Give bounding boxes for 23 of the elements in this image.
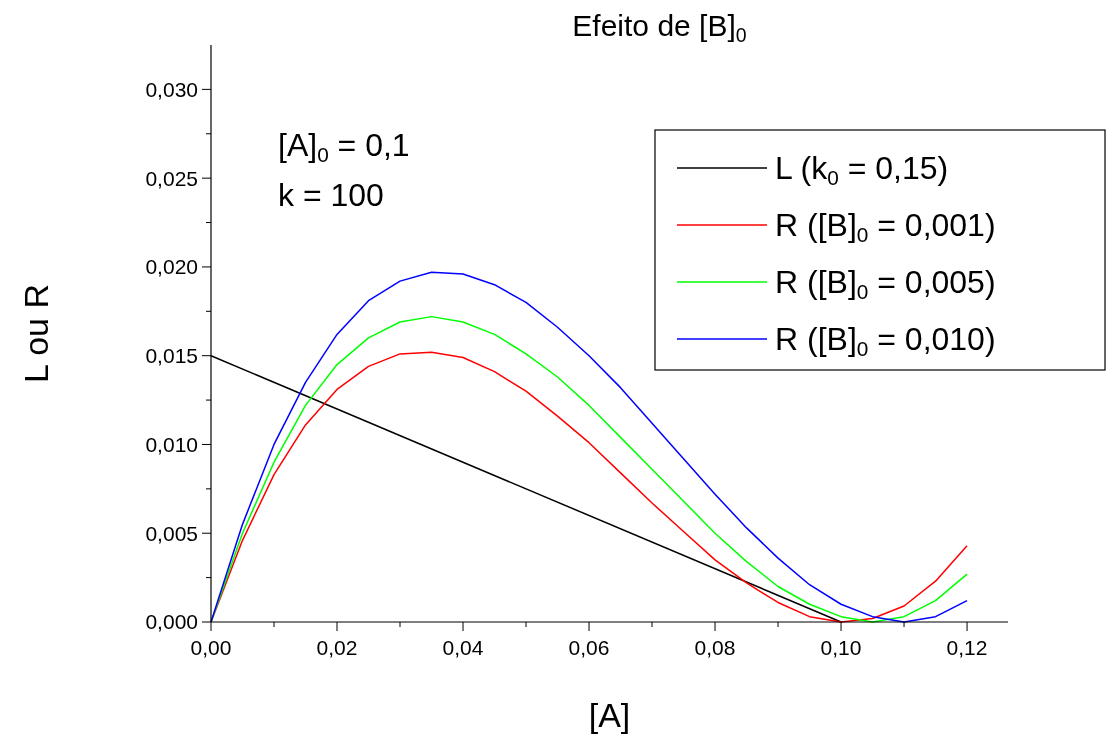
x-tick-label: 0,12 [946,636,988,659]
chart-title: Efeito de [B]$_{0}$ [572,9,747,46]
x-tick-label: 0,06 [568,636,610,659]
y-tick-label: 0,000 [145,610,198,634]
y-tick-label: 0,010 [145,432,198,456]
legend-label: R ([B]$_{0}$ = 0,010) [775,321,996,361]
annotation: k = 100 [278,177,384,213]
y-tick-label: 0,025 [145,166,198,190]
x-tick-label: 0,02 [316,636,358,659]
y-tick-label: 0,020 [145,255,198,279]
annotation: [A]$_{0}$ = 0,1 [278,127,410,167]
x-tick-label: 0,08 [694,636,736,659]
y-tick-label: 0,030 [145,77,198,101]
x-axis-title: [A] [588,696,631,734]
y-tick-label: 0,005 [145,521,198,545]
y-axis-title: L ou R [17,284,55,383]
x-tick-label: 0,10 [820,636,862,659]
legend-label: R ([B]$_{0}$ = 0,005) [775,264,996,304]
legend-label: L (k$_{0}$ = 0,15) [775,150,949,190]
y-tick-label: 0,015 [145,344,198,368]
x-tick-label: 0,00 [190,636,232,659]
legend-label: R ([B]$_{0}$ = 0,001) [775,207,996,247]
x-tick-label: 0,04 [442,636,484,659]
